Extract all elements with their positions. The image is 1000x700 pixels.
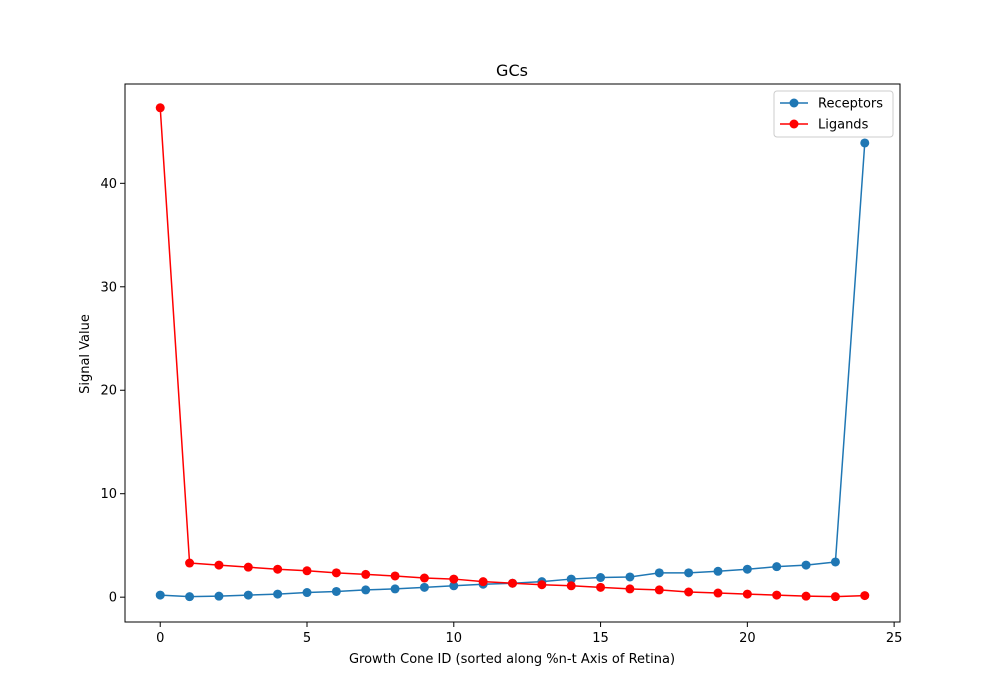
x-tick-label: 20: [739, 631, 756, 646]
data-point-ligands: [449, 574, 459, 584]
y-axis-label: Signal Value: [78, 314, 93, 394]
data-point-receptors: [713, 566, 723, 576]
data-point-receptors: [361, 585, 371, 595]
data-point-receptors: [214, 591, 224, 601]
series-layer: [155, 103, 870, 602]
legend: Receptors Ligands: [773, 90, 894, 138]
data-point-ligands: [801, 591, 811, 601]
data-point-receptors: [243, 590, 253, 600]
y-tick-label: 10: [100, 487, 117, 502]
data-point-receptors: [155, 590, 165, 600]
data-point-ligands: [390, 571, 400, 581]
data-point-ligands: [478, 577, 488, 587]
data-point-receptors: [742, 564, 752, 574]
legend-marker-ligands: [789, 119, 799, 129]
y-tick-label: 0: [109, 591, 117, 606]
data-point-ligands: [684, 587, 694, 597]
legend-marker-receptors: [789, 98, 799, 108]
data-point-ligands: [830, 592, 840, 602]
series-line-receptors: [160, 142, 866, 598]
data-point-ligands: [772, 590, 782, 600]
x-axis-label: Growth Cone ID (sorted along %n-t Axis o…: [349, 652, 675, 667]
data-point-ligands: [273, 564, 283, 574]
x-tick-label: 15: [592, 631, 609, 646]
data-point-ligands: [596, 582, 606, 592]
data-point-ligands: [654, 585, 664, 595]
data-point-ligands: [419, 573, 429, 583]
data-point-ligands: [625, 584, 635, 594]
series-line-ligands: [159, 107, 865, 598]
data-point-receptors: [860, 138, 870, 148]
x-tick-label: 25: [886, 631, 903, 646]
data-point-receptors: [772, 562, 782, 572]
data-point-receptors: [830, 557, 840, 567]
y-tick-label: 40: [100, 177, 117, 192]
data-point-receptors: [684, 568, 694, 578]
data-point-ligands: [331, 568, 341, 578]
data-point-receptors: [566, 574, 576, 584]
data-point-ligands: [155, 103, 165, 113]
data-point-receptors: [302, 588, 312, 598]
data-point-ligands: [185, 558, 195, 568]
y-tick-label: 20: [100, 384, 117, 399]
series-receptors: [155, 138, 870, 602]
chart-title: GCs: [496, 61, 528, 80]
x-tick-label: 10: [446, 631, 463, 646]
plot-frame: [124, 83, 901, 623]
data-point-receptors: [419, 582, 429, 592]
data-point-ligands: [742, 589, 752, 599]
data-point-ligands: [713, 588, 723, 598]
data-point-receptors: [273, 589, 283, 599]
data-point-receptors: [654, 568, 664, 578]
data-point-receptors: [331, 586, 341, 596]
data-point-receptors: [596, 573, 606, 583]
data-point-ligands: [361, 569, 371, 579]
data-point-receptors: [801, 560, 811, 570]
data-point-receptors: [185, 592, 195, 602]
legend-label-receptors: Receptors: [818, 97, 883, 112]
data-point-receptors: [625, 572, 635, 582]
data-point-ligands: [537, 580, 547, 590]
axis-ticks: 0 5 10 15 20 25 0 10 20 30 40: [100, 177, 902, 646]
data-point-receptors: [449, 581, 459, 591]
data-point-ligands: [214, 560, 224, 570]
x-tick-label: 0: [156, 631, 164, 646]
y-tick-label: 30: [100, 280, 117, 295]
data-point-ligands: [566, 581, 576, 591]
data-point-receptors: [390, 584, 400, 594]
legend-label-ligands: Ligands: [818, 118, 869, 133]
data-point-ligands: [302, 566, 312, 576]
data-point-ligands: [860, 591, 870, 601]
series-ligands: [155, 103, 870, 602]
data-point-ligands: [243, 562, 253, 572]
x-tick-label: 5: [303, 631, 311, 646]
data-point-ligands: [508, 578, 517, 588]
